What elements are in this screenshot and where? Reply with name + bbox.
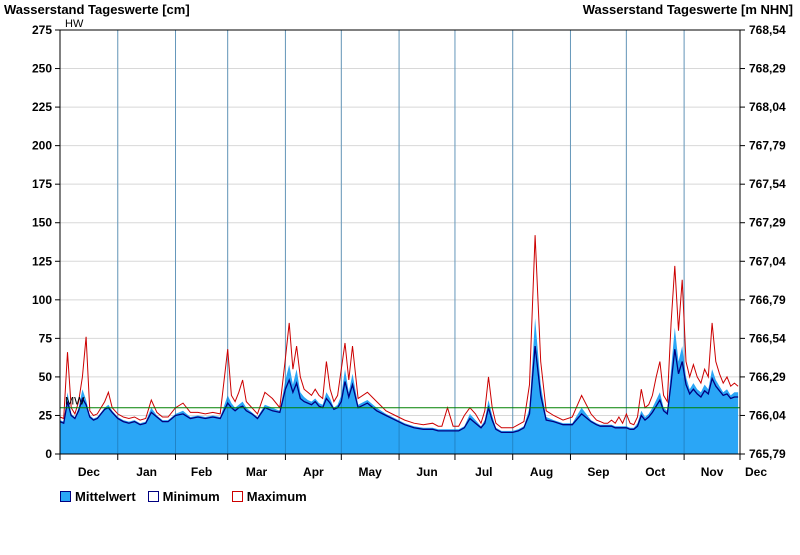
x-tick-label: May	[359, 465, 383, 479]
x-tick-label: Apr	[303, 465, 324, 479]
legend-swatch-minimum	[147, 491, 159, 502]
legend-swatch-maximum	[231, 491, 243, 502]
y2-tick-label: 767,54	[749, 177, 786, 191]
legend-label-maximum: Maximum	[246, 489, 307, 504]
axes	[55, 29, 745, 460]
legend-label-mittelwert: Mittelwert	[75, 489, 136, 504]
x-tick-label: Nov	[701, 465, 724, 479]
y2-tick-label: 767,29	[749, 216, 786, 230]
left-axis-title: Wasserstand Tageswerte [cm]	[4, 2, 190, 17]
y-tick-label: 250	[32, 62, 52, 76]
grid	[60, 29, 740, 455]
series-maximum-line	[59, 235, 739, 429]
y2-tick-label: 767,04	[749, 254, 786, 268]
y-tick-label: 50	[39, 370, 53, 384]
y2-tick-label: 766,54	[749, 331, 786, 345]
plot-frame	[59, 29, 741, 455]
x-tick-label: Jul	[475, 465, 492, 479]
x-tick-label: Feb	[191, 465, 212, 479]
x-tick-label: Aug	[530, 465, 553, 479]
y-ticks: 0 25 50 75 100 125 150 175 200 225 250 275	[32, 23, 52, 461]
x-tick-label: Mar	[246, 465, 268, 479]
series-mittelwert-area	[60, 318, 739, 454]
ref-label-hw: HW	[65, 18, 84, 30]
x-tick-label: Sep	[587, 465, 609, 479]
y-tick-label: 100	[32, 293, 52, 307]
y2-tick-label: 768,04	[749, 100, 786, 114]
x-ticks: Dec Jan Feb Mar Apr May Jun Jul Aug Sep Oct Nov Dec	[78, 465, 767, 479]
y-tick-label: 275	[32, 23, 52, 37]
y-tick-label: 0	[45, 447, 52, 461]
y2-tick-label: 765,79	[749, 447, 786, 461]
legend-item-minimum: Minimum	[147, 489, 220, 504]
y-tick-label: 175	[32, 177, 52, 191]
y2-ticks: 765,79 766,04 766,29 766,54 766,79 767,04 767,…	[749, 23, 786, 461]
legend-item-mittelwert: Mittelwert	[60, 489, 136, 504]
x-tick-label: Dec	[745, 465, 767, 479]
y-tick-label: 125	[32, 254, 52, 268]
legend-item-maximum: Maximum	[231, 489, 307, 504]
y-tick-label: 150	[32, 216, 52, 230]
x-tick-label: Dec	[78, 465, 100, 479]
ref-label-mw: MW	[65, 396, 85, 408]
y2-tick-label: 768,29	[749, 62, 786, 76]
plot-background	[60, 30, 740, 454]
y2-tick-label: 767,79	[749, 139, 786, 153]
right-axis-title: Wasserstand Tageswerte [m NHN]	[583, 2, 793, 17]
x-tick-label: Oct	[645, 465, 665, 479]
y-tick-label: 75	[39, 331, 53, 345]
x-tick-label: Jan	[136, 465, 157, 479]
y-tick-label: 200	[32, 139, 52, 153]
series-area	[59, 30, 739, 454]
legend-swatch-mittelwert	[60, 491, 71, 502]
legend-label-minimum: Minimum	[162, 489, 220, 504]
y-tick-label: 225	[32, 100, 52, 114]
y-tick-label: 25	[39, 408, 53, 422]
y2-tick-label: 768,54	[749, 23, 786, 37]
y2-tick-label: 766,29	[749, 370, 786, 384]
legend: Mittelwert Minimum Maximum	[60, 489, 319, 504]
y2-tick-label: 766,04	[749, 408, 786, 422]
x-tick-label: Jun	[416, 465, 437, 479]
series-minimum-line	[59, 346, 739, 434]
y2-tick-label: 766,79	[749, 293, 786, 307]
